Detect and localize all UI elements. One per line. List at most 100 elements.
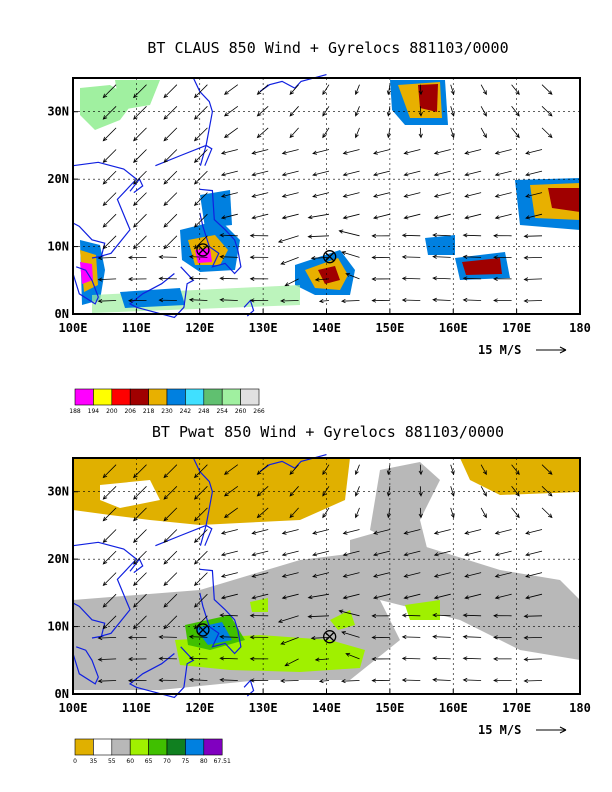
colorbar-swatch <box>203 388 223 406</box>
wind-vector <box>354 84 360 96</box>
wind-vector <box>338 229 360 237</box>
wind-vector <box>386 84 391 96</box>
wind-vector <box>223 84 239 95</box>
lon-tick-label: 170E <box>502 321 531 335</box>
colorbar-label: 266 <box>253 408 265 415</box>
wind-vector <box>322 464 330 476</box>
wind-vector <box>464 572 482 578</box>
wind-vector <box>249 298 269 303</box>
wind-vector <box>345 652 360 660</box>
wind-vector <box>371 635 390 640</box>
wind-vector <box>462 677 482 683</box>
coastline <box>199 188 242 275</box>
wind-vector <box>249 233 269 238</box>
wind-vector <box>494 170 512 177</box>
colorbar-label: 70 <box>163 758 171 765</box>
wind-vector <box>158 254 177 260</box>
wind-vector <box>342 529 360 535</box>
wind-vector <box>418 127 423 139</box>
wind-vector <box>220 170 238 177</box>
wind-vector <box>403 529 421 535</box>
wind-vector <box>354 464 360 476</box>
wind-vector <box>158 298 177 303</box>
wind-vector <box>251 213 269 220</box>
wind-vector <box>433 550 451 557</box>
wind-vector <box>523 678 543 684</box>
wind-vector <box>464 213 482 220</box>
wind-vector <box>523 657 543 662</box>
lat-tick-label: 0N <box>55 687 69 701</box>
wind-vector <box>373 572 390 578</box>
wind-vector <box>322 486 330 497</box>
wind-vector <box>163 192 178 207</box>
wind-vector <box>373 192 390 198</box>
wind-vector <box>523 298 543 304</box>
wind-vector <box>133 170 147 185</box>
lon-tick-label: 180 <box>569 701 591 715</box>
wind-vector <box>102 529 117 543</box>
wind-vector <box>289 507 299 519</box>
wind-vector <box>163 529 178 543</box>
wind-vector <box>433 572 451 578</box>
lon-tick-label: 160E <box>439 701 468 715</box>
wind-vector <box>433 170 451 177</box>
wind-vector <box>462 297 482 303</box>
wind-vector <box>133 464 147 479</box>
wind-vector <box>158 656 177 661</box>
panel1-gridlines <box>73 78 580 314</box>
wind-vector <box>511 127 520 139</box>
wind-vector <box>403 170 421 177</box>
lon-tick-label: 140E <box>312 701 341 715</box>
wind-vector <box>373 593 390 600</box>
wind-vector <box>386 106 391 117</box>
wind-vector <box>251 593 269 600</box>
wind-vector <box>163 106 178 120</box>
panel1-lon-labels: 100E 110E 120E 130E 140E 150E 160E 170E 180 <box>59 309 591 335</box>
wind-vector <box>249 635 269 640</box>
colorbar-label: 242 <box>180 408 192 415</box>
wind-vector <box>158 276 177 281</box>
wind-vector <box>193 192 208 207</box>
wind-vector <box>386 127 391 139</box>
lon-tick-label: 150E <box>375 701 404 715</box>
wind-vector <box>102 464 117 479</box>
wind-vector <box>541 84 553 95</box>
wind-vector <box>281 192 299 198</box>
colorbar-swatch <box>111 738 131 756</box>
wind-vector <box>289 84 299 95</box>
wind-vector <box>525 170 543 177</box>
wind-vector <box>525 593 543 600</box>
panel1-wind-vectors <box>97 84 553 304</box>
lon-tick-label: 170E <box>502 701 531 715</box>
wind-vector <box>97 678 117 684</box>
gyre-location-marker <box>323 630 337 644</box>
wind-vector <box>371 613 390 618</box>
wind-vector <box>102 593 117 608</box>
panel2-scale-label: 15 M/S <box>478 723 521 737</box>
wind-vector <box>371 678 390 683</box>
wind-vector <box>193 106 208 120</box>
panel2-title: BT Pwat 850 Wind + Gyrelocs 881103/0000 <box>152 423 504 441</box>
wind-vector <box>193 170 208 185</box>
wind-vector <box>433 529 451 535</box>
panel1-title: BT CLAUS 850 Wind + Gyrelocs 881103/0000 <box>147 39 508 57</box>
colorbar-swatch <box>185 388 205 406</box>
wind-vector <box>371 276 390 282</box>
wind-vector <box>281 593 299 600</box>
wind-vector <box>523 234 543 239</box>
wind-vector <box>494 192 512 198</box>
wind-vector <box>494 529 512 535</box>
wind-vector <box>312 192 330 198</box>
wind-vector <box>480 106 487 117</box>
wind-vector <box>220 213 238 220</box>
wind-vector <box>401 298 421 303</box>
colorbar-swatch <box>185 738 205 756</box>
wind-vector <box>432 656 451 661</box>
coastline <box>259 74 327 92</box>
wind-vector <box>188 254 208 259</box>
wind-vector <box>493 276 512 281</box>
wind-vector <box>494 593 512 600</box>
lat-tick-label: 30N <box>47 485 69 499</box>
wind-vector <box>401 276 421 281</box>
